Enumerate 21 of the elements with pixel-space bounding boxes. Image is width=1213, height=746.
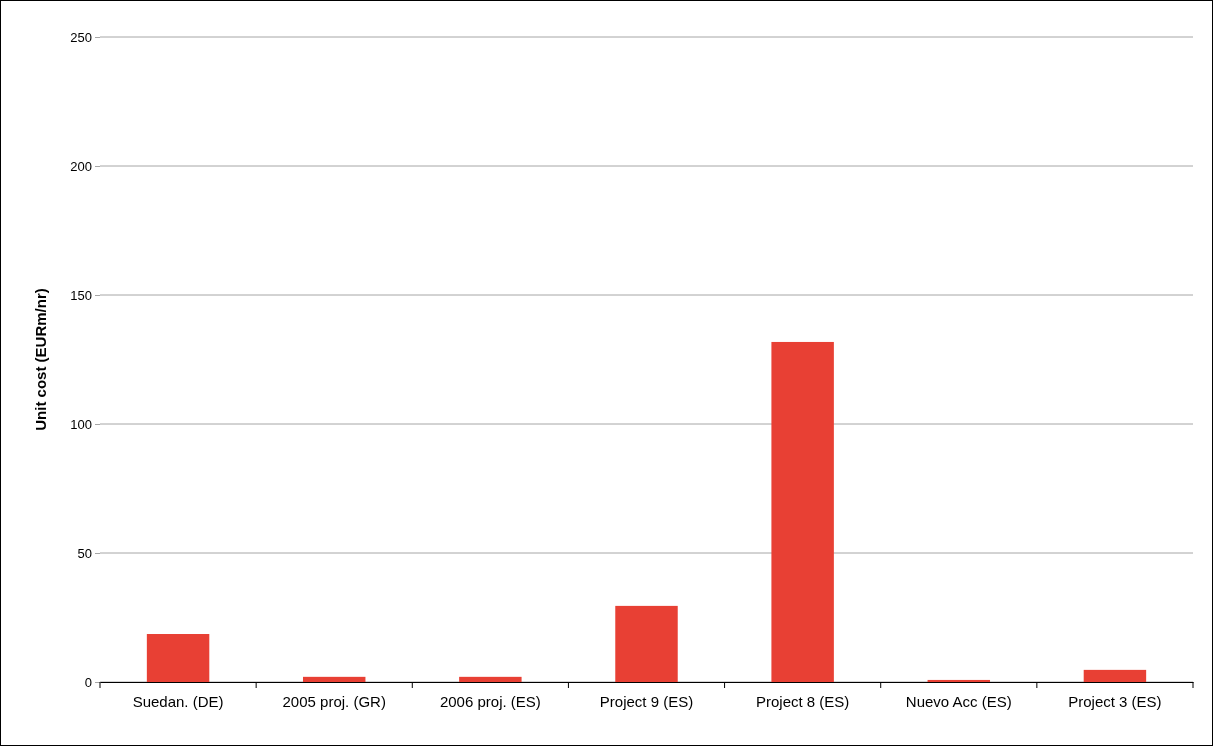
x-tick-label: 2005 proj. (GR) [282,692,386,710]
bar [459,676,522,682]
x-tick-label: Nuevo Acc (ES) [905,692,1012,710]
x-tick-label: Project 8 (ES) [755,692,850,710]
x-tick-label: Suedan. (DE) [132,692,224,710]
bar [771,341,834,682]
bar [302,676,366,682]
y-tick-label: 100 [70,416,92,432]
y-tick-label: 250 [70,29,92,45]
bar [927,679,991,682]
y-axis-title: Unit cost (EURm/nr) [32,288,49,431]
x-tick-label: Project 9 (ES) [599,692,694,710]
x-tick-label: 2006 proj. (ES) [439,692,541,710]
x-tick-label: Project 3 (ES) [1068,692,1162,710]
y-tick-label: 0 [84,674,92,690]
y-tick-label: 150 [70,287,92,303]
bar [615,605,678,682]
y-tick-label: 200 [70,158,92,174]
bar [146,634,210,682]
bar [1083,669,1147,682]
y-tick-label: 50 [77,545,92,561]
